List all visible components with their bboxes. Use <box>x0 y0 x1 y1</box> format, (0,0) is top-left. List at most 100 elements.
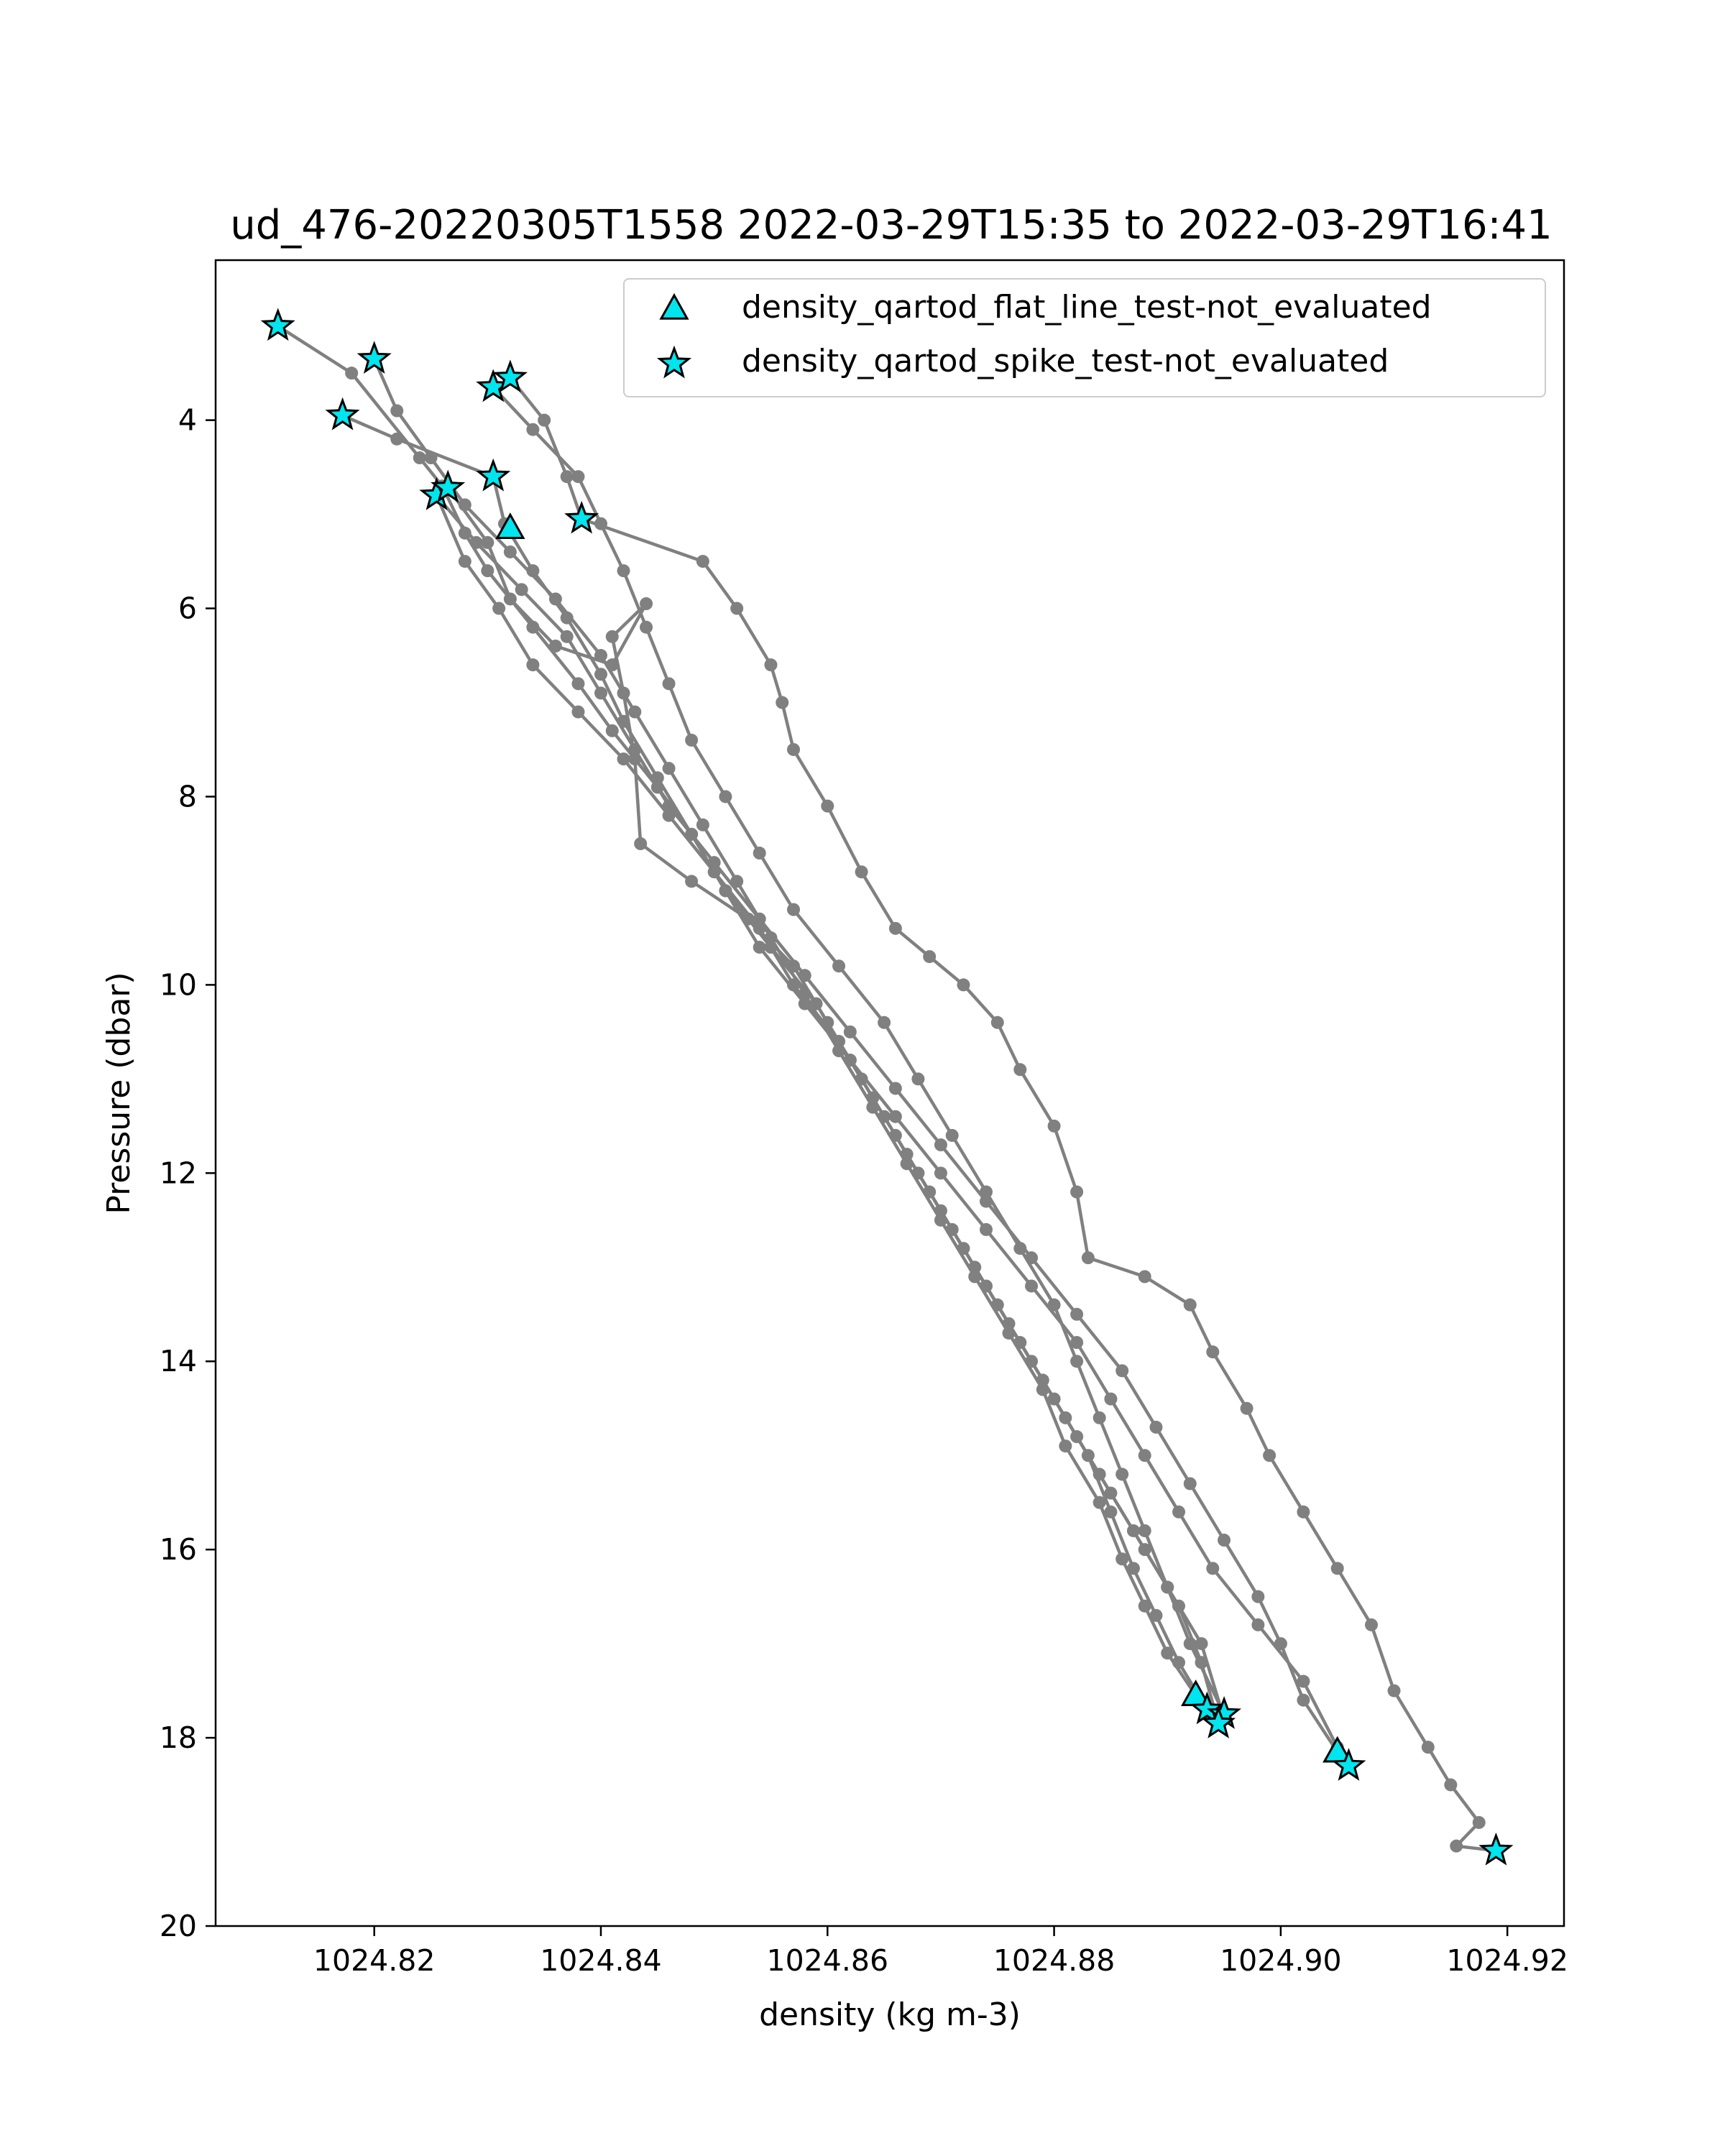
y-axis-label: Pressure (dbar) <box>101 972 137 1214</box>
legend-label-spike: density_qartod_spike_test-not_evaluated <box>742 343 1389 379</box>
x-tick-label: 1024.92 <box>1446 1943 1568 1978</box>
flat-line-marker <box>495 512 525 540</box>
data-point <box>1070 1307 1084 1321</box>
series-8 <box>430 489 1225 1731</box>
data-point <box>571 470 585 484</box>
data-point <box>605 724 619 737</box>
data-point <box>1218 1534 1231 1547</box>
data-point <box>628 705 642 719</box>
data-point <box>707 865 721 879</box>
spike-marker <box>476 458 511 492</box>
data-point <box>1104 1486 1118 1500</box>
data-point <box>526 423 540 436</box>
data-point <box>503 545 517 558</box>
data-point <box>719 790 732 803</box>
data-point <box>1172 1505 1185 1519</box>
data-point <box>888 1082 902 1095</box>
data-point <box>1116 1552 1129 1566</box>
data-point <box>945 1128 959 1142</box>
data-point <box>571 677 585 691</box>
series-4 <box>503 371 1503 1858</box>
data-point <box>1195 1637 1208 1651</box>
y-tick-label: 8 <box>178 779 197 814</box>
data-point <box>662 677 676 691</box>
series-line-7 <box>446 487 1226 1720</box>
spike-marker <box>492 359 528 393</box>
data-point <box>1421 1741 1435 1754</box>
data-point <box>1138 1543 1151 1557</box>
data-point <box>1070 1336 1084 1350</box>
series-line-1 <box>277 324 1209 1710</box>
data-point <box>492 602 506 615</box>
data-point <box>1297 1674 1310 1688</box>
x-tick-label: 1024.86 <box>767 1943 889 1978</box>
data-point <box>640 597 653 611</box>
data-point <box>1092 1411 1106 1424</box>
x-tick-label: 1024.84 <box>540 1943 662 1978</box>
data-point <box>1251 1618 1265 1631</box>
data-point <box>934 1138 947 1152</box>
data-point <box>911 1072 925 1086</box>
y-tick-label: 18 <box>160 1720 197 1755</box>
data-point <box>900 1148 914 1161</box>
data-point <box>832 1034 846 1048</box>
data-point <box>1059 1439 1072 1453</box>
data-point <box>968 1261 982 1274</box>
spike-marker <box>1331 1748 1366 1781</box>
data-point <box>730 602 744 615</box>
data-point <box>888 1110 902 1123</box>
data-point <box>560 630 574 643</box>
spike-marker <box>260 308 295 341</box>
data-point <box>390 432 404 446</box>
series-line-2 <box>372 358 1197 1697</box>
data-point <box>1251 1590 1265 1603</box>
data-point <box>1070 1355 1084 1368</box>
data-point <box>640 620 653 634</box>
y-tick-label: 14 <box>160 1344 197 1378</box>
legend-triangle-shape <box>659 292 689 320</box>
data-point <box>1104 1505 1118 1519</box>
data-point <box>1002 1317 1016 1330</box>
chart-title: ud_476-20220305T1558 2022-03-29T15:35 to… <box>230 202 1552 249</box>
data-point <box>1161 1646 1174 1660</box>
data-point <box>560 470 574 484</box>
data-point <box>934 1204 947 1217</box>
legend: density_qartod_flat_line_test-not_evalua… <box>623 278 1546 397</box>
data-point <box>832 959 846 973</box>
series-line-6 <box>435 494 1339 1753</box>
data-point <box>526 564 540 578</box>
y-tick-label: 12 <box>160 1156 197 1190</box>
spike-marker <box>1190 1691 1225 1725</box>
plot-frame <box>214 259 1565 1927</box>
data-point <box>1149 1420 1163 1434</box>
data-point <box>1081 1251 1095 1265</box>
data-point <box>888 921 902 935</box>
data-point <box>503 592 517 606</box>
data-point <box>1025 1251 1039 1265</box>
spike-marker <box>325 397 360 430</box>
x-tick-label: 1024.90 <box>1220 1943 1342 1978</box>
data-point <box>481 535 494 549</box>
data-point <box>696 555 709 568</box>
data-point <box>1472 1815 1486 1829</box>
data-point <box>1116 1468 1129 1481</box>
spike-marker <box>1478 1832 1514 1866</box>
data-point <box>1126 1562 1140 1575</box>
data-point <box>980 1222 993 1236</box>
y-axis-ticks: 4 6 8 10 12 14 16 18 20 <box>160 403 216 1943</box>
data-point <box>413 451 426 465</box>
spike-marker <box>431 469 466 503</box>
data-point <box>1138 1449 1151 1462</box>
data-point <box>1297 1693 1310 1707</box>
data-point <box>1138 1599 1151 1613</box>
series-7 <box>441 481 1231 1726</box>
legend-star-marker <box>656 345 692 379</box>
data-point <box>538 413 551 427</box>
data-point <box>878 1015 891 1029</box>
data-point <box>1036 1373 1049 1387</box>
data-point <box>1206 1562 1220 1575</box>
y-tick-label: 4 <box>178 403 197 438</box>
data-point <box>934 1166 947 1180</box>
data-point <box>1172 1599 1185 1613</box>
data-point <box>345 367 359 380</box>
